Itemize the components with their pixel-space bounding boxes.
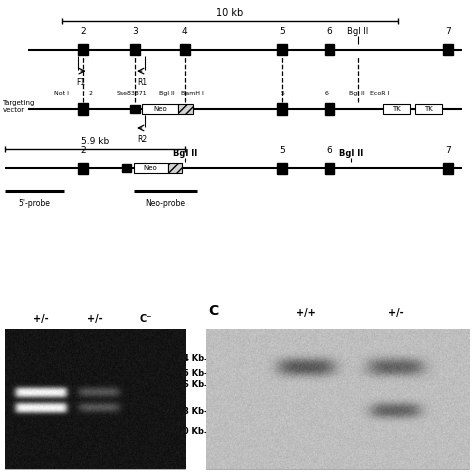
Text: Bgl II: Bgl II bbox=[338, 149, 363, 158]
Text: 7: 7 bbox=[445, 146, 451, 155]
Text: 4 Kb: 4 Kb bbox=[182, 354, 204, 363]
Text: 6: 6 bbox=[324, 91, 328, 96]
Text: Neo: Neo bbox=[144, 165, 158, 171]
Bar bbox=[78, 103, 88, 115]
Text: Not I: Not I bbox=[54, 91, 69, 96]
Text: 5'-probe: 5'-probe bbox=[18, 199, 50, 208]
Text: R2: R2 bbox=[137, 135, 147, 144]
Text: Bgl II: Bgl II bbox=[347, 27, 368, 36]
Text: 5: 5 bbox=[280, 91, 284, 96]
Text: 5: 5 bbox=[279, 27, 285, 36]
Text: 5.9 kb: 5.9 kb bbox=[81, 137, 109, 146]
Text: C: C bbox=[209, 303, 219, 318]
Text: 5 Kb: 5 Kb bbox=[182, 369, 204, 378]
Text: TK: TK bbox=[424, 106, 433, 112]
Text: 6: 6 bbox=[327, 27, 332, 36]
Bar bbox=[277, 163, 287, 174]
Text: 5: 5 bbox=[279, 146, 285, 155]
Text: Neo-probe: Neo-probe bbox=[145, 199, 185, 208]
Bar bbox=[443, 44, 453, 55]
Text: +/-: +/- bbox=[388, 308, 403, 318]
Text: Targeting
vector: Targeting vector bbox=[2, 100, 35, 113]
Text: 10 kb: 10 kb bbox=[216, 8, 244, 18]
Text: +/+: +/+ bbox=[296, 308, 316, 318]
Text: Bgl II: Bgl II bbox=[348, 91, 365, 96]
Bar bbox=[443, 163, 453, 174]
Bar bbox=[122, 164, 131, 173]
Bar bbox=[78, 163, 88, 174]
Bar bbox=[178, 104, 193, 114]
Text: Bgl II: Bgl II bbox=[173, 149, 197, 158]
Text: C⁻: C⁻ bbox=[139, 314, 151, 324]
Text: Bgl II: Bgl II bbox=[159, 91, 175, 96]
Text: 2: 2 bbox=[88, 91, 92, 96]
Bar bbox=[134, 163, 168, 173]
Text: EcoR I: EcoR I bbox=[370, 91, 389, 96]
Text: +/-: +/- bbox=[87, 314, 102, 324]
Bar bbox=[325, 44, 334, 55]
Text: BamH I: BamH I bbox=[182, 91, 204, 96]
Text: 4: 4 bbox=[182, 27, 188, 36]
Text: 7: 7 bbox=[445, 27, 451, 36]
Bar bbox=[277, 44, 287, 55]
Text: R1: R1 bbox=[137, 78, 147, 87]
Bar bbox=[130, 105, 140, 113]
Text: 8 Kb: 8 Kb bbox=[183, 407, 204, 416]
Text: 2: 2 bbox=[80, 27, 86, 36]
Bar bbox=[142, 104, 178, 114]
Text: Sse83871: Sse83871 bbox=[117, 91, 147, 96]
Text: 6: 6 bbox=[327, 146, 332, 155]
Bar bbox=[325, 103, 334, 115]
Bar bbox=[383, 104, 410, 114]
Text: 3: 3 bbox=[132, 27, 138, 36]
Bar bbox=[130, 44, 140, 55]
Bar bbox=[180, 44, 190, 55]
Bar bbox=[325, 163, 334, 174]
Text: 6 Kb: 6 Kb bbox=[182, 380, 204, 389]
Bar bbox=[168, 163, 182, 173]
Text: TK: TK bbox=[392, 106, 401, 112]
Text: 2: 2 bbox=[80, 146, 86, 155]
Text: +/-: +/- bbox=[33, 314, 48, 324]
Text: Neo: Neo bbox=[153, 106, 167, 112]
Text: 10 Kb: 10 Kb bbox=[177, 427, 204, 436]
Bar bbox=[78, 44, 88, 55]
Text: F1: F1 bbox=[76, 78, 85, 87]
Bar bbox=[277, 103, 287, 115]
Bar bbox=[415, 104, 442, 114]
